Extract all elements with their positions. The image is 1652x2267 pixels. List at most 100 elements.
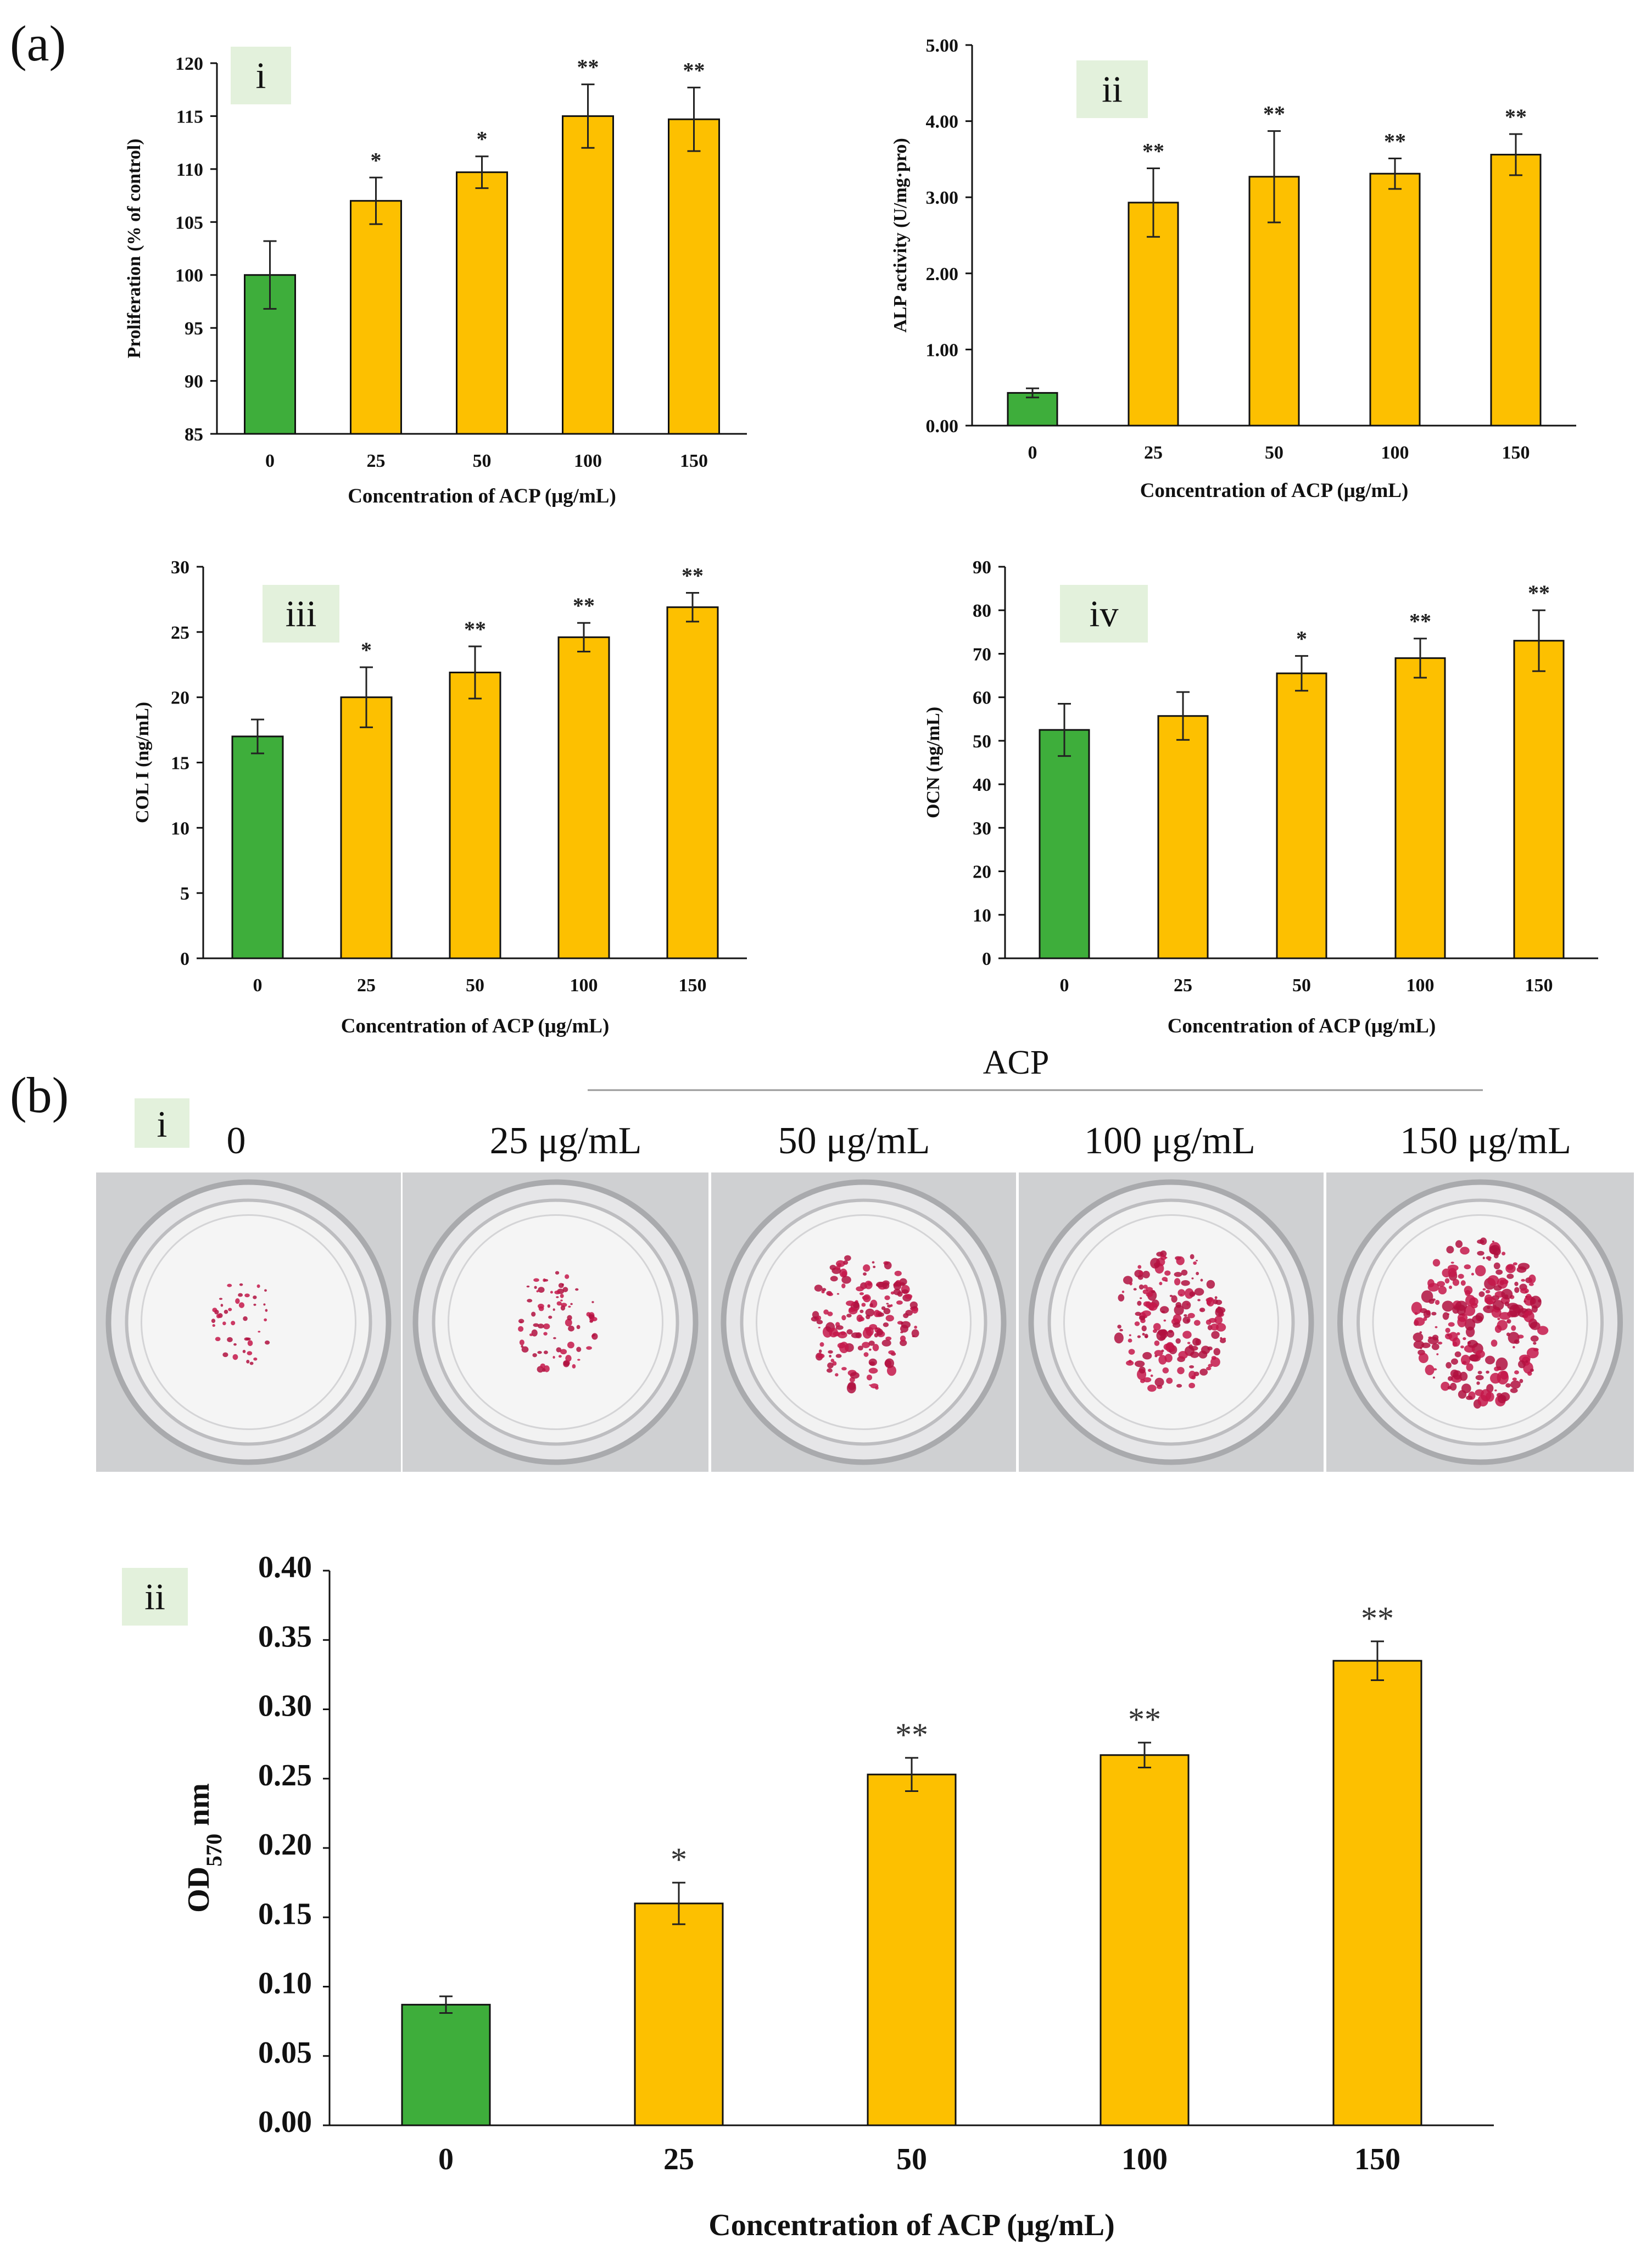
stain-nodule [1189,1365,1195,1369]
stain-nodule [1164,1270,1171,1276]
stain-nodule [553,1337,556,1339]
stain-nodule [532,1353,537,1358]
stain-nodule [881,1306,886,1310]
y-tick-label: 30 [171,557,189,578]
stain-nodule [827,1292,834,1297]
stain-nodule [1448,1322,1455,1327]
panel-tag-bg [1076,60,1148,118]
stain-nodule [1171,1295,1177,1303]
stain-nodule [1464,1264,1471,1270]
stain-nodule [1450,1261,1454,1264]
stain-nodule [264,1289,267,1292]
y-tick-label: 110 [176,160,203,180]
panel-tag: ii [122,1568,188,1626]
stain-nodule [526,1285,530,1288]
stain-nodule [531,1311,536,1317]
well-photos: 0 25 μg/mL 50 μg/mL 100 μg/mL 150 μg/mL [96,1120,1634,1472]
stain-nodule [901,1289,909,1294]
stain-nodule [1437,1281,1446,1287]
stain-nodule [527,1299,533,1303]
stain-nodule [1514,1370,1519,1375]
chart-od570: ii 0.00 0.05 0.10 0.15 0.20 0.25 0.30 0.35 0.40 0 *… [122,1550,1494,2242]
well-label: 0 [227,1120,246,1162]
stain-nodule [1494,1389,1497,1392]
stain-nodule [1477,1250,1484,1256]
stain-nodule [905,1310,913,1316]
stain-nodule [1486,1256,1492,1260]
stain-nodule [912,1335,915,1338]
stain-nodule [1494,1325,1502,1333]
panel-tag-text: iv [1090,593,1119,635]
bar [340,696,393,959]
y-axis-label: ALP activity (U/mg·pro) [890,138,911,332]
stain-nodule [1419,1353,1428,1364]
stain-nodule [1182,1331,1192,1339]
stain-nodule [1186,1303,1189,1306]
significance-label: ** [683,58,705,82]
stain-nodule [1510,1380,1521,1389]
chart-alp-activity: ii 0.00 1.00 2.00 3.00 4.00 5.00 0 ** 25 ** 50 ** 100… [890,36,1576,502]
stain-nodule [1497,1371,1509,1385]
stain-nodule [1181,1280,1190,1286]
stain-nodule [1428,1299,1435,1304]
stain-nodule [1419,1331,1422,1334]
stain-nodule [1442,1312,1449,1320]
significance-label: ** [1384,129,1406,154]
stain-nodule [1119,1328,1123,1332]
significance-label: * [361,638,372,662]
significance-label: ** [573,593,595,618]
stain-nodule [544,1278,549,1282]
stain-nodule [533,1323,539,1327]
stain-nodule [1502,1252,1506,1255]
stain-nodule [1467,1339,1478,1348]
y-axis-label: Proliferation (% of control) [124,138,144,358]
well-floor [756,1214,972,1430]
stain-nodule [819,1342,824,1347]
chart-proliferation: i 85 90 95 100 105 110 115 120 0 * 25 * 50 ** 100 ** 150 C… [124,47,747,507]
stain-nodule [1164,1257,1168,1259]
stain-nodule [1180,1294,1182,1296]
bar [1039,729,1090,959]
stain-nodule [1138,1366,1146,1374]
stain-nodule [537,1324,544,1329]
stain-nodule [1457,1316,1466,1327]
stain-nodule [227,1283,232,1287]
y-axis-label-main: OD [182,1867,216,1913]
stain-nodule [885,1315,894,1322]
y-axis-label: OD570 nm [182,1783,226,1913]
stain-nodule [827,1362,834,1369]
stain-nodule [1518,1360,1526,1369]
panel-tag: iii [263,585,339,643]
stain-nodule [1193,1320,1201,1326]
stain-nodule [836,1293,840,1295]
stain-nodule [846,1300,855,1306]
stain-nodule [253,1357,258,1361]
stain-nodule [547,1304,550,1308]
stain-nodule [1514,1287,1520,1293]
y-tick-label: 30 [973,818,991,839]
stain-nodule [561,1283,564,1286]
x-tick-label: 0 [1028,443,1037,463]
stain-nodule [1464,1305,1476,1316]
y-tick-label: 0.10 [258,1967,312,2001]
y-tick-label: 90 [973,557,991,578]
y-tick-label: 95 [185,319,203,339]
stain-nodule [232,1354,238,1360]
stain-nodule [536,1290,539,1293]
stain-nodule [1147,1302,1158,1311]
stain-nodule [1514,1281,1519,1286]
stain-nodule [1134,1360,1145,1367]
stain-nodule [1469,1354,1479,1361]
stain-nodule [1176,1383,1182,1388]
stain-nodule [570,1303,573,1305]
y-tick-label: 0.40 [258,1550,312,1584]
stain-nodule [1497,1394,1506,1404]
panel-tag-text: ii [144,1576,165,1618]
stain-nodule [914,1325,917,1329]
bar [557,636,610,959]
stain-nodule [827,1311,833,1316]
bar [867,1773,957,2126]
stain-nodule [1118,1294,1125,1302]
panel-tag: iv [1060,585,1148,643]
stain-nodule [1425,1365,1435,1376]
